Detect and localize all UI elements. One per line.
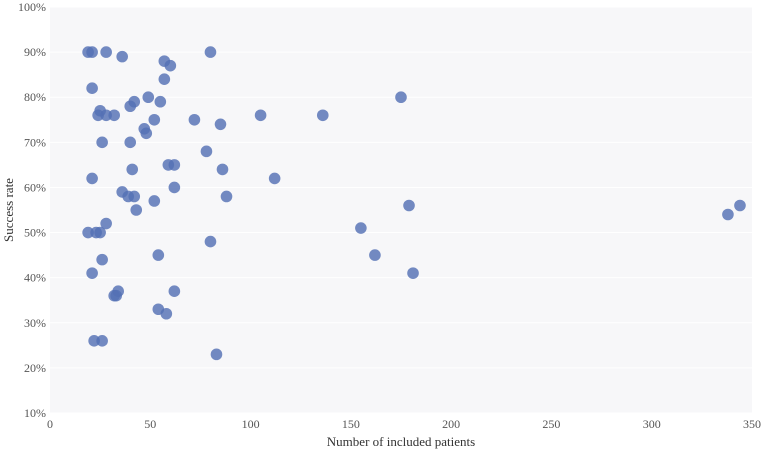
y-tick-label: 30% xyxy=(24,316,46,330)
data-point xyxy=(124,136,137,149)
y-tick-label: 80% xyxy=(24,90,46,104)
data-point xyxy=(88,335,100,347)
data-point xyxy=(86,172,98,185)
y-axis-ticks: 10% 20% 30% 40% 50% 60% 70% 80% 90% 100% xyxy=(18,0,46,420)
data-point xyxy=(403,199,415,212)
data-point xyxy=(395,91,407,104)
y-axis-title: Success rate xyxy=(1,178,16,242)
data-point xyxy=(200,145,213,158)
data-point xyxy=(100,217,112,230)
data-point xyxy=(140,127,153,140)
data-point xyxy=(210,348,223,361)
data-point xyxy=(407,267,419,279)
y-tick-label: 10% xyxy=(24,406,46,420)
y-tick-label: 50% xyxy=(24,226,46,240)
data-point xyxy=(96,136,108,149)
y-tick-label: 40% xyxy=(24,271,46,285)
data-point xyxy=(100,109,112,122)
data-point xyxy=(94,226,106,239)
plot-area xyxy=(50,7,752,413)
data-point xyxy=(86,46,98,58)
data-point xyxy=(216,163,229,176)
data-point xyxy=(152,249,165,261)
data-point xyxy=(164,59,177,72)
data-point xyxy=(108,109,120,122)
data-point xyxy=(148,113,161,126)
data-point xyxy=(86,82,98,94)
data-point xyxy=(722,208,734,221)
x-tick-label: 100 xyxy=(242,417,260,431)
data-point xyxy=(86,267,98,279)
data-point xyxy=(168,181,181,194)
data-point xyxy=(128,190,141,203)
data-points xyxy=(82,46,746,361)
data-point xyxy=(316,109,329,122)
data-point xyxy=(254,109,267,122)
data-point xyxy=(142,91,155,104)
x-axis-title: Number of included patients xyxy=(327,434,475,449)
y-tick-label: 100% xyxy=(18,0,46,14)
data-point xyxy=(148,195,161,207)
data-point xyxy=(369,249,381,261)
data-point xyxy=(355,222,367,234)
data-point xyxy=(168,285,181,298)
x-tick-label: 150 xyxy=(342,417,360,431)
data-point xyxy=(116,50,129,63)
y-tick-label: 70% xyxy=(24,135,46,149)
data-point xyxy=(92,109,104,122)
x-tick-label: 0 xyxy=(47,417,53,431)
data-point xyxy=(100,46,112,58)
x-tick-label: 350 xyxy=(743,417,761,431)
data-point xyxy=(82,226,94,239)
data-point xyxy=(204,46,217,58)
x-tick-label: 250 xyxy=(542,417,560,431)
data-point xyxy=(158,73,171,85)
y-tick-label: 90% xyxy=(24,45,46,59)
y-tick-label: 20% xyxy=(24,361,46,375)
data-point xyxy=(96,253,108,266)
data-point xyxy=(96,335,108,347)
data-point xyxy=(214,118,227,131)
data-point xyxy=(188,113,201,126)
data-point xyxy=(204,235,217,248)
y-tick-label: 60% xyxy=(24,180,46,194)
grid-lines xyxy=(50,6,752,414)
x-tick-label: 300 xyxy=(643,417,661,431)
x-tick-label: 50 xyxy=(144,417,156,431)
data-point xyxy=(126,163,139,176)
data-point xyxy=(168,159,181,171)
x-axis-ticks: 0 50 100 150 200 250 300 350 xyxy=(47,417,761,431)
data-point xyxy=(154,95,167,108)
data-point xyxy=(220,190,233,203)
x-tick-label: 200 xyxy=(442,417,460,431)
data-point xyxy=(110,289,122,302)
data-point xyxy=(124,100,137,113)
data-point xyxy=(268,172,281,185)
data-point xyxy=(130,204,143,216)
data-point xyxy=(160,307,173,320)
data-point xyxy=(734,199,746,212)
